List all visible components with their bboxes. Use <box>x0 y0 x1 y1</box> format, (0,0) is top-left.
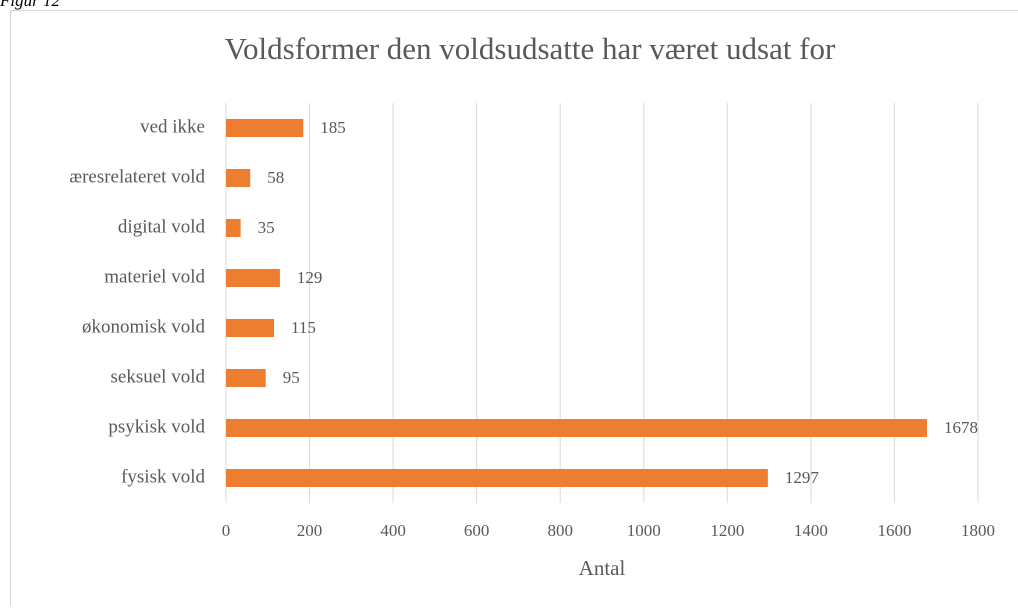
x-tick-label: 800 <box>547 521 573 540</box>
x-axis-label: Antal <box>579 556 626 580</box>
x-tick-label: 1400 <box>794 521 828 540</box>
data-label: 1297 <box>785 468 820 487</box>
bar <box>226 119 303 137</box>
x-tick-label: 1200 <box>710 521 744 540</box>
y-tick-label: ved ikke <box>140 116 205 137</box>
bar <box>226 419 927 437</box>
x-tick-label: 200 <box>297 521 323 540</box>
data-label: 95 <box>283 368 300 387</box>
data-label: 185 <box>320 118 346 137</box>
bar <box>226 319 274 337</box>
data-label: 115 <box>291 318 316 337</box>
bar <box>226 219 241 237</box>
data-label: 35 <box>258 218 275 237</box>
y-tick-label: psykisk vold <box>108 416 205 437</box>
bar <box>226 369 266 387</box>
y-tick-label: materiel vold <box>104 266 205 287</box>
y-tick-label: fysisk vold <box>121 466 205 487</box>
caption: Figur 12 <box>0 0 60 10</box>
x-tick-label: 1800 <box>961 521 995 540</box>
x-tick-label: 1600 <box>877 521 911 540</box>
y-tick-label: økonomisk vold <box>82 316 205 337</box>
chart-title: Voldsformer den voldsudsatte har været u… <box>225 31 836 66</box>
x-tick-label: 400 <box>380 521 406 540</box>
data-label: 129 <box>297 268 323 287</box>
x-tick-label: 1000 <box>627 521 661 540</box>
x-tick-label: 600 <box>464 521 490 540</box>
x-tick-label: 0 <box>222 521 231 540</box>
data-label: 58 <box>267 168 284 187</box>
bar <box>226 469 768 487</box>
y-tick-label: digital vold <box>118 216 206 237</box>
y-tick-label: seksuel vold <box>111 366 206 387</box>
bar <box>226 269 280 287</box>
chart-border <box>11 11 1018 607</box>
bar <box>226 169 250 187</box>
y-tick-label: æresrelateret vold <box>69 166 205 187</box>
data-label: 1678 <box>944 418 978 437</box>
